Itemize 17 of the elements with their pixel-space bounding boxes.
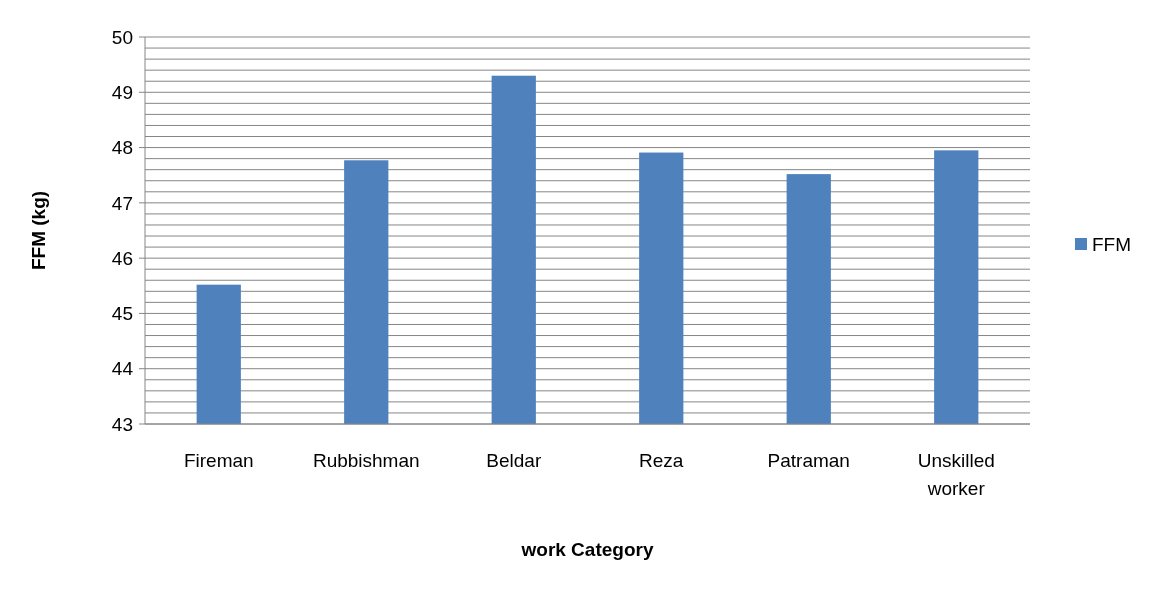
x-axis-title: work Category <box>520 539 654 560</box>
y-tick-label: 46 <box>111 247 133 269</box>
y-tick-label: 47 <box>111 192 133 214</box>
x-tick-label: Rubbishman <box>312 450 420 471</box>
y-tick-label: 43 <box>111 413 133 435</box>
x-tick-label: Patraman <box>767 450 850 471</box>
x-tick-label: Reza <box>639 450 684 471</box>
legend-label: FFM <box>1092 233 1132 255</box>
y-axis-title: FFM (kg) <box>28 190 49 271</box>
y-tick-label: 44 <box>111 358 134 380</box>
x-tick-label: Unskilled worker <box>917 450 995 499</box>
y-tick-label: 50 <box>111 26 133 48</box>
x-tick-label: Beldar <box>486 450 542 471</box>
y-tick-label: 45 <box>111 303 133 325</box>
y-tick-label: 49 <box>111 81 133 103</box>
x-tick-label: Fireman <box>183 450 254 471</box>
y-tick-label: 48 <box>111 137 133 159</box>
